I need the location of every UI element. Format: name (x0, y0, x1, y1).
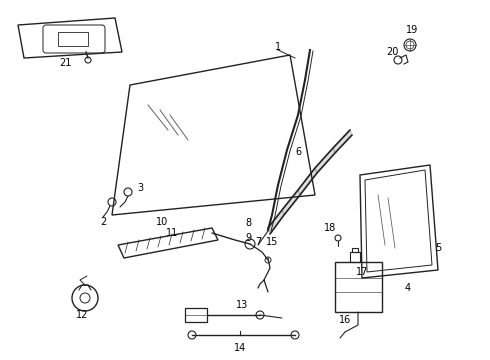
Bar (58, 32, 88, 46)
Text: 15: 15 (266, 237, 278, 247)
Text: 9: 9 (245, 233, 251, 243)
Text: 6: 6 (295, 147, 301, 157)
Text: 19: 19 (406, 25, 418, 35)
Text: 10: 10 (156, 217, 168, 227)
Text: 12: 12 (76, 310, 88, 320)
Polygon shape (333, 130, 352, 153)
Polygon shape (298, 168, 317, 195)
Text: 11: 11 (166, 228, 178, 238)
Text: 20: 20 (386, 47, 398, 57)
Text: 8: 8 (245, 218, 251, 228)
Text: 7: 7 (255, 237, 261, 247)
Polygon shape (268, 210, 284, 234)
Bar (185, 308, 207, 322)
Polygon shape (282, 190, 300, 215)
Polygon shape (315, 148, 335, 173)
Text: 5: 5 (435, 243, 441, 253)
Text: 21: 21 (59, 58, 71, 68)
Text: 18: 18 (324, 223, 336, 233)
Text: 3: 3 (137, 183, 143, 193)
Text: 4: 4 (405, 283, 411, 293)
Text: 16: 16 (339, 315, 351, 325)
Text: 13: 13 (236, 300, 248, 310)
Text: 1: 1 (275, 42, 281, 52)
Text: 17: 17 (356, 267, 368, 277)
Text: 14: 14 (234, 343, 246, 353)
Text: 2: 2 (100, 217, 106, 227)
